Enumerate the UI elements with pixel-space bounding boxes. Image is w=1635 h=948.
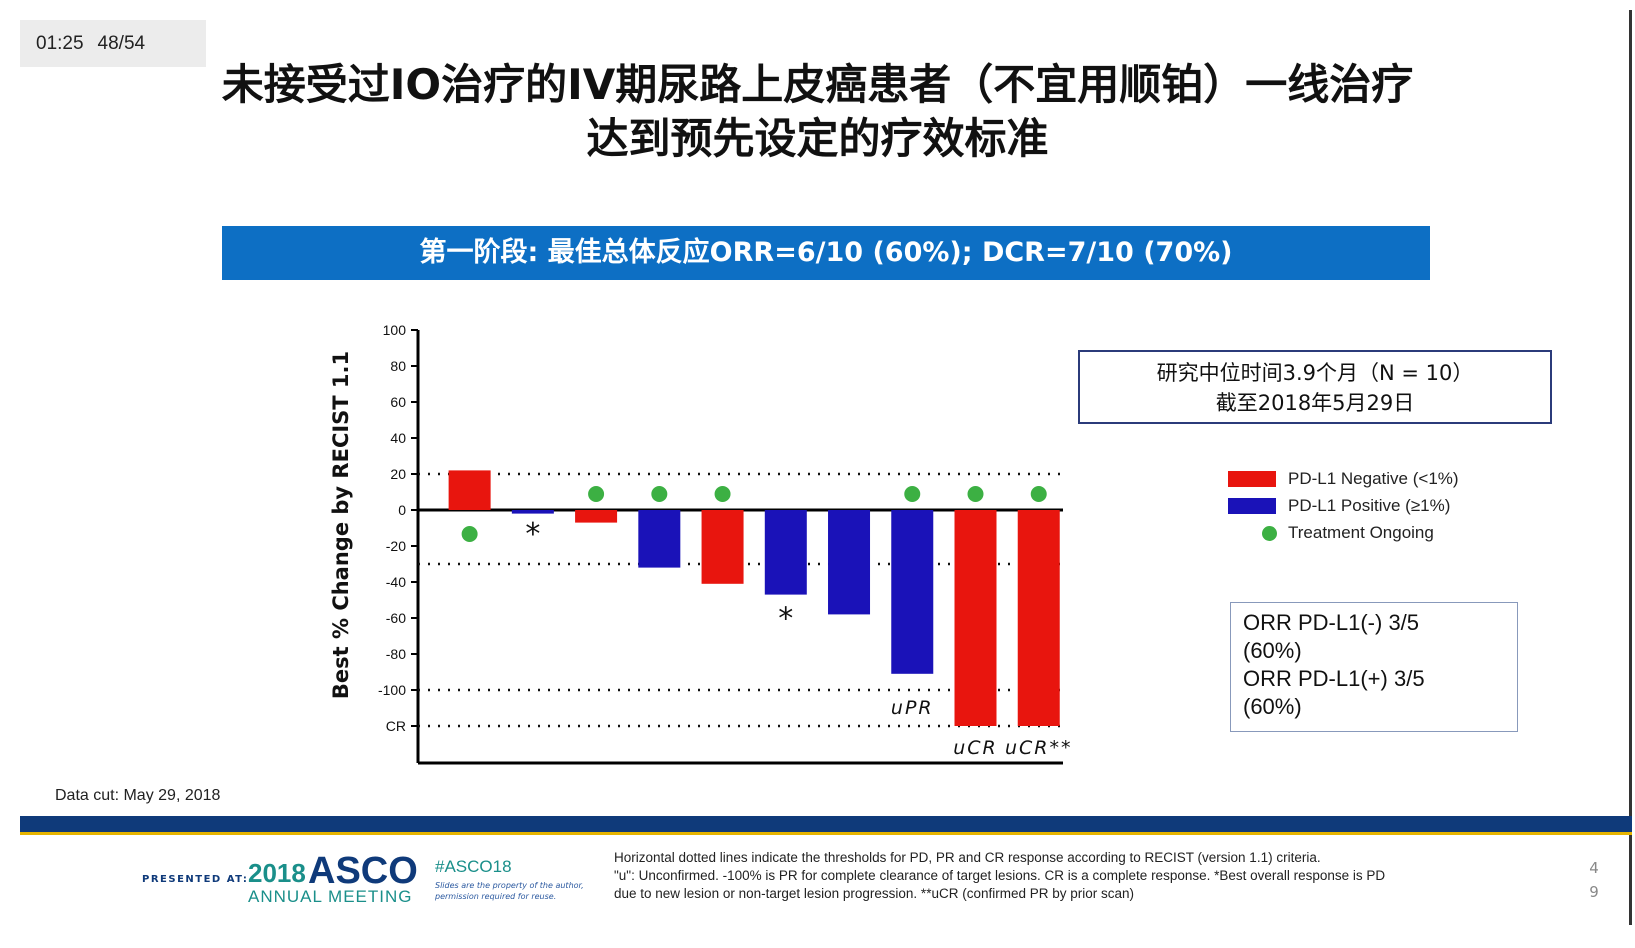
y-axis-label: Best % Change by RECIST 1.1 (329, 351, 353, 699)
y-tick-label: -40 (386, 574, 406, 590)
page-number: 4 9 (1584, 856, 1604, 904)
slide-counter: 48/54 (97, 33, 146, 54)
footnote-line-2: "u": Unconfirmed. -100% is PR for comple… (614, 868, 1386, 883)
ongoing-dot (1030, 486, 1047, 502)
page-number-digit: 9 (1589, 883, 1599, 901)
asco-logo: ASCO (308, 850, 418, 892)
bar-positive (891, 510, 934, 674)
study-info-box: 研究中位时间3.9个月（N = 10） 截至2018年5月29日 (1078, 350, 1552, 424)
result-banner: 第一阶段: 最佳总体反应ORR=6/10 (60%); DCR=7/10 (70… (222, 226, 1430, 280)
legend-swatch-negative (1228, 471, 1276, 487)
presented-at-label: PRESENTED AT: (142, 874, 249, 885)
bar-annotation: uPR (891, 697, 934, 719)
orr-negative: ORR PD-L1(-) 3/5 (1243, 610, 1420, 635)
bar-positive (638, 510, 681, 568)
ongoing-dot (588, 486, 605, 502)
legend-label: Treatment Ongoing (1288, 523, 1434, 542)
bar-negative (701, 510, 744, 584)
legend-item-positive: PD-L1 Positive (≥1%) (1228, 492, 1459, 519)
y-tick-label: -80 (386, 646, 406, 662)
right-border (1629, 10, 1632, 925)
asco-logo-meeting: ANNUAL MEETING (248, 887, 413, 906)
footer-accent-line (20, 832, 1632, 835)
footer-bar (20, 816, 1632, 832)
data-cut-note: Data cut: May 29, 2018 (55, 787, 221, 804)
bar-negative (575, 510, 618, 523)
ongoing-dot (714, 486, 731, 502)
bar-positive (511, 510, 554, 514)
slide-title: 未接受过IO治疗的IV期尿路上皮癌患者（不宜用顺铂）一线治疗 达到预先设定的疗效… (0, 58, 1635, 166)
bar-positive (764, 510, 807, 595)
bar-annotation: uCR (953, 737, 998, 759)
legend-label: PD-L1 Positive (≥1%) (1288, 496, 1451, 515)
orr-positive: ORR PD-L1(+) 3/5 (1243, 666, 1425, 691)
bar-negative (1017, 510, 1060, 726)
footnote: Horizontal dotted lines indicate the thr… (614, 849, 1504, 903)
progression-star: * (778, 602, 793, 637)
y-tick-label: 100 (383, 322, 407, 338)
orr-summary-box: ORR PD-L1(-) 3/5 (60%) ORR PD-L1(+) 3/5 … (1230, 602, 1518, 732)
page-number-digit: 4 (1589, 859, 1599, 877)
asco-logo-year: 2018 (248, 858, 306, 888)
bar-negative (954, 510, 997, 726)
cutoff-date: 截至2018年5月29日 (1215, 391, 1415, 415)
elapsed-time: 01:25 (36, 33, 84, 54)
y-tick-label: -20 (386, 538, 406, 554)
orr-negative-pct: (60%) (1243, 638, 1302, 663)
chart-legend: PD-L1 Negative (<1%) PD-L1 Positive (≥1%… (1228, 465, 1459, 546)
y-tick-label: 40 (390, 430, 406, 446)
footnote-line-1: Horizontal dotted lines indicate the thr… (614, 850, 1321, 865)
ongoing-dot (904, 486, 921, 502)
y-tick-label: CR (386, 718, 406, 734)
timer-badge: 01:25 48/54 (20, 20, 206, 67)
bar-annotation: uCR** (1005, 737, 1073, 759)
legend-label: PD-L1 Negative (<1%) (1288, 469, 1459, 488)
y-tick-label: 80 (390, 358, 406, 374)
y-tick-label: 0 (398, 502, 406, 518)
ongoing-dot (651, 486, 668, 502)
ongoing-dot (461, 526, 478, 542)
bar-negative (448, 470, 491, 510)
study-duration: 研究中位时间3.9个月（N = 10） (1156, 361, 1474, 385)
bar-positive (828, 510, 871, 615)
waterfall-chart: 100 80 60 40 20 0 -20 -40 -60 -80 -100 CR Best % Cha… (329, 322, 1073, 765)
legend-item-negative: PD-L1 Negative (<1%) (1228, 465, 1459, 492)
orr-positive-pct: (60%) (1243, 694, 1302, 719)
y-tick-label: -100 (378, 682, 406, 698)
legend-dot-ongoing (1262, 526, 1277, 541)
footnote-line-3: due to new lesion or non-target lesion p… (614, 886, 1135, 901)
y-tick-label: 20 (390, 466, 406, 482)
rights-note: Slides are the property of the author, p… (435, 881, 584, 901)
y-tick-label: 60 (390, 394, 406, 410)
hashtag: #ASCO18 (435, 857, 512, 876)
legend-item-ongoing: Treatment Ongoing (1228, 519, 1459, 546)
title-line-2: 达到预先设定的疗效标准 (586, 114, 1049, 163)
y-tick-label: -60 (386, 610, 406, 626)
ongoing-dot (967, 486, 984, 502)
title-line-1: 未接受过IO治疗的IV期尿路上皮癌患者（不宜用顺铂）一线治疗 (221, 60, 1414, 109)
legend-swatch-positive (1228, 498, 1276, 514)
progression-star: * (525, 517, 540, 552)
